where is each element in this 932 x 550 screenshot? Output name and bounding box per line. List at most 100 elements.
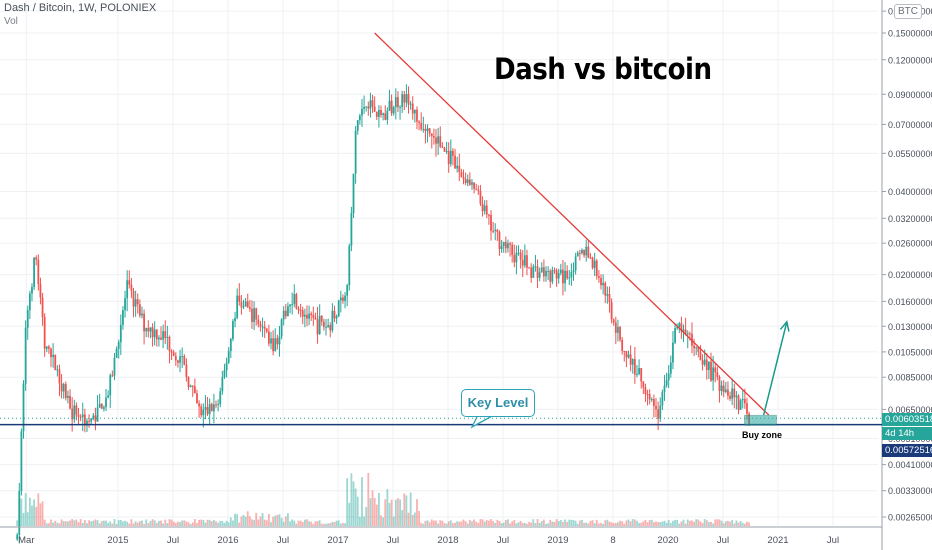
candle-body	[583, 249, 585, 256]
candle-body	[282, 310, 285, 320]
candle-body	[168, 336, 171, 352]
candle-body	[261, 326, 264, 328]
candle-body	[466, 179, 469, 183]
candle-body	[729, 395, 731, 399]
projection-arrow-head	[779, 320, 790, 332]
candle-body	[62, 384, 65, 392]
volume-bar	[301, 521, 304, 526]
x-tick-label: Jul	[277, 535, 289, 546]
x-tick-label: Mar	[18, 535, 34, 546]
volume-bar	[718, 519, 721, 526]
volume-bar	[602, 523, 605, 526]
candle-body	[299, 310, 302, 312]
volume-bar	[128, 523, 131, 526]
candle-body	[464, 178, 467, 183]
candle-body	[710, 361, 712, 381]
candle-body	[79, 416, 82, 418]
candle-body	[73, 405, 76, 420]
candle-body	[204, 407, 207, 410]
candle-body	[485, 205, 488, 215]
candle-body	[18, 490, 21, 535]
candle-body	[629, 354, 632, 365]
candle-body	[327, 324, 330, 327]
volume-bar	[350, 473, 353, 526]
volume-bar	[312, 523, 315, 526]
candle-body	[138, 304, 141, 316]
volume-bar	[136, 522, 139, 526]
candle-body	[574, 256, 577, 271]
candle-body	[640, 367, 643, 382]
volume-bar	[456, 521, 459, 526]
volume-bar	[551, 521, 554, 526]
candle-body	[109, 375, 112, 396]
volume-bar	[33, 499, 35, 526]
candle-body	[45, 346, 48, 349]
volume-bar	[475, 521, 478, 526]
candle-body	[96, 407, 99, 422]
candle-body	[435, 137, 437, 144]
volume-bar	[255, 512, 258, 526]
candle-body	[680, 323, 683, 332]
candle-body	[384, 113, 387, 120]
volume-bar	[680, 521, 683, 526]
y-tick-label: 0.03200000	[888, 214, 932, 224]
candle-body	[614, 322, 617, 333]
candle-body	[557, 273, 560, 279]
candle-body	[507, 243, 509, 249]
candle-body	[179, 356, 181, 363]
volume-bar	[303, 519, 306, 526]
candle-body	[642, 381, 645, 388]
candle-body	[170, 351, 173, 353]
volume-bar	[646, 522, 649, 526]
candle-body	[452, 150, 454, 156]
candle-body	[187, 376, 190, 387]
candle-body	[617, 327, 619, 333]
volume-bar	[515, 523, 518, 526]
volume-bar	[100, 520, 103, 526]
volume-bar	[261, 513, 264, 526]
candle-body	[585, 246, 588, 256]
volume-bar	[177, 521, 179, 526]
volume-bar	[62, 521, 65, 526]
volume-bar	[335, 520, 338, 526]
volume-bar	[691, 520, 693, 526]
candle-body	[361, 108, 363, 116]
candle-body	[542, 267, 545, 277]
candle-body	[335, 316, 338, 319]
candle-body	[37, 259, 40, 285]
candle-body	[174, 355, 177, 361]
y-tick-label: 0.02000000	[888, 270, 932, 280]
volume-bar	[124, 520, 126, 526]
volume-bar	[111, 523, 114, 526]
candle-body	[498, 231, 501, 249]
volume-bar	[240, 516, 243, 526]
candle-body	[200, 406, 203, 416]
candle-body	[265, 328, 268, 332]
candle-body	[388, 100, 391, 111]
candle-body	[24, 327, 27, 384]
candle-body	[733, 388, 736, 398]
volume-bar	[540, 521, 543, 526]
candle-body	[28, 293, 31, 311]
volume-bar	[678, 523, 681, 526]
volume-bar	[449, 520, 452, 526]
volume-bar	[105, 520, 107, 526]
candle-body	[358, 115, 361, 121]
candle-body	[409, 103, 412, 105]
countdown-label: 4d 14h	[882, 427, 932, 440]
candle-body	[115, 348, 118, 358]
volume-bar	[263, 519, 266, 526]
volume-bar	[198, 519, 200, 526]
candle-body	[473, 182, 475, 189]
currency-badge[interactable]: BTC	[894, 4, 922, 19]
candle-body	[185, 364, 188, 377]
volume-bar	[684, 523, 687, 526]
candle-body	[90, 418, 93, 422]
candle-body	[39, 284, 42, 298]
volume-bar	[424, 520, 427, 526]
candle-body	[22, 383, 25, 432]
volume-bar	[530, 522, 533, 526]
volume-bar	[52, 522, 55, 526]
candle-body	[724, 389, 727, 392]
